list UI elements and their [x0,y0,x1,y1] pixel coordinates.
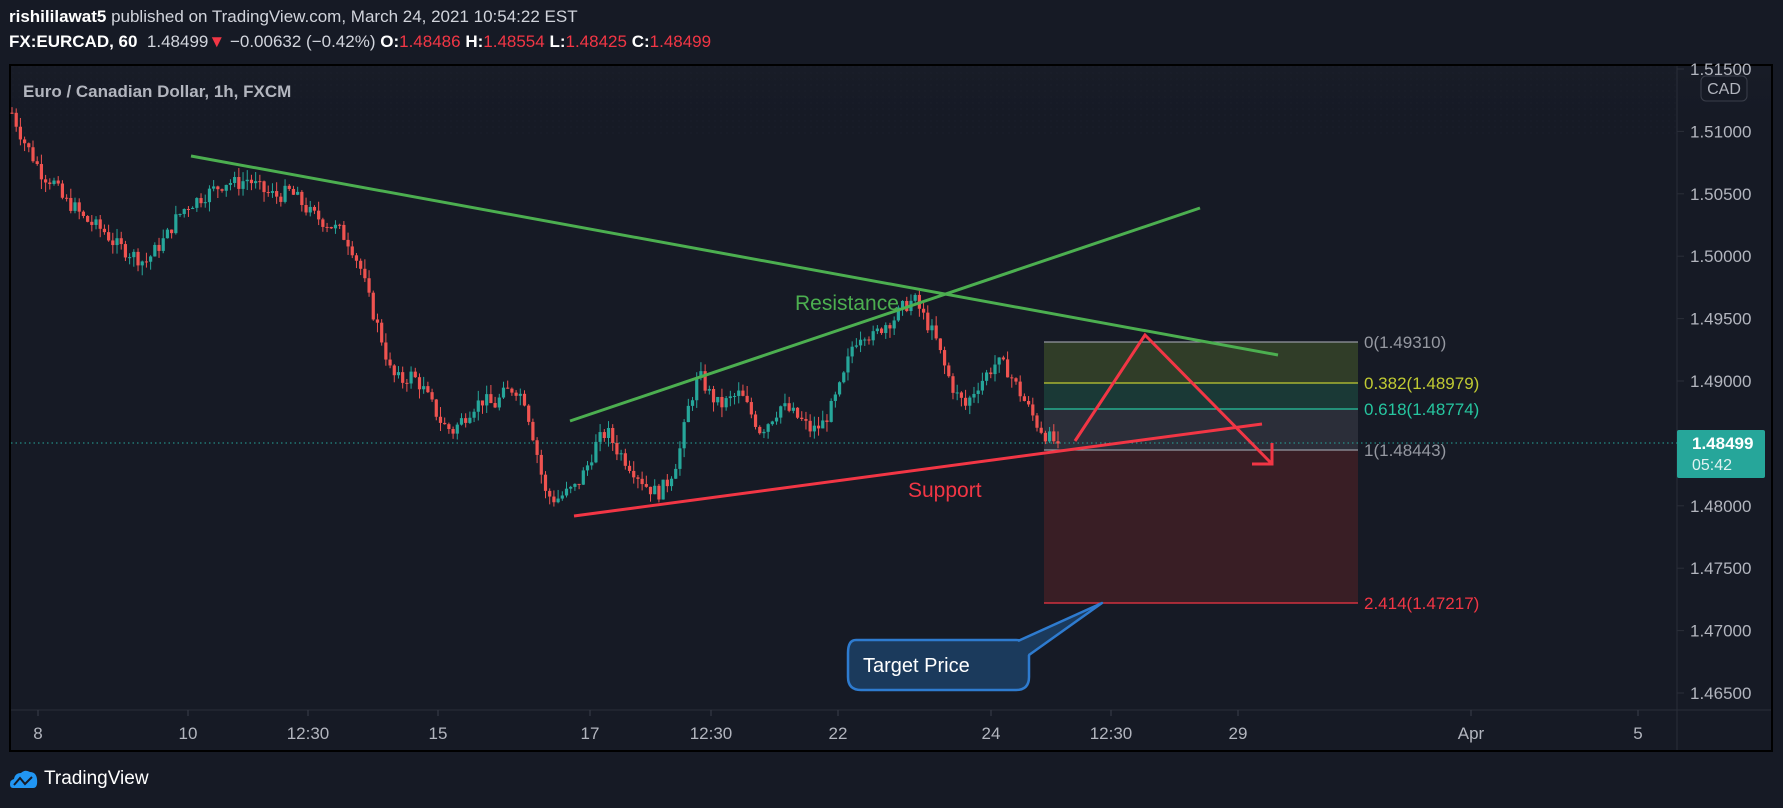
price-tick-label: 1.50500 [1690,185,1751,204]
support-trendline[interactable] [573,422,1263,518]
price-tick-label: 1.51000 [1690,122,1751,141]
support-label: Support [908,479,982,502]
time-tick-label: 15 [429,724,448,743]
currency-badge-label: CAD [1707,81,1741,98]
fibonacci-extension[interactable]: 0(1.49310) 0.382(1.48979) 0.618(1.48774) 1(… [1044,333,1479,613]
symbol-info: FX:EURCAD, 60 1.48499▼ −0.00632 (−0.42%)… [9,32,711,52]
low-label: L: [549,32,566,51]
publish-info: rishililawat5 published on TradingView.c… [9,7,578,27]
high-label: H: [465,32,484,51]
symbol-label: FX:EURCAD, 60 [9,32,138,51]
price-tick-label: 1.49500 [1690,310,1751,329]
price-tick-label: 1.47500 [1690,559,1751,578]
time-tick-label: 12:30 [287,724,330,743]
low-value: 1.48425 [565,32,627,51]
fib-level-label: 0.382(1.48979) [1364,374,1479,393]
brand-label: TradingView [44,768,149,789]
resistance-label: Resistance [795,292,899,315]
callout-text: Target Price [863,655,970,677]
price-tick-label: 1.49000 [1690,372,1751,391]
time-tick-label: 29 [1229,724,1248,743]
price-tick-label: 1.51500 [1690,60,1751,79]
author-name[interactable]: rishililawat5 [9,7,107,26]
tradingview-logo-icon [10,770,38,788]
close-value: 1.48499 [649,32,712,51]
time-tick-label: 10 [179,724,198,743]
target-price-callout[interactable]: Target Price [846,601,1104,692]
high-value: 1.48554 [483,32,545,51]
fib-level-label: 2.414(1.47217) [1364,594,1479,613]
price-axis[interactable]: 1.51500 1.51000 1.50500 1.50000 1.49500 1.490… [1677,60,1751,703]
current-price-tag: 1.48499 05:42 [1677,430,1765,478]
open-label: O: [380,32,400,51]
price-tick-label: 1.50000 [1690,247,1751,266]
projection-arrow[interactable] [1073,332,1274,466]
time-tick-label: Apr [1458,724,1485,743]
published-text: published on TradingView.com, March 24, … [111,7,578,26]
time-tick-label: 17 [581,724,600,743]
arrowhead-icon [1252,443,1274,466]
rising-trendline[interactable] [569,206,1201,423]
time-tick-label: 12:30 [1090,724,1133,743]
price-tick-label: 1.46500 [1690,684,1751,703]
last-price: 1.48499 [146,32,209,51]
time-tick-label: 5 [1633,724,1642,743]
open-value: 1.48486 [399,32,461,51]
candlestick-series[interactable] [10,107,1060,507]
tradingview-brand[interactable]: TradingView [10,768,149,790]
currency-badge[interactable] [1700,75,1748,102]
fib-level-label: 0(1.49310) [1364,333,1446,352]
time-tick-label: 24 [982,724,1001,743]
fib-level-label: 1(1.48443) [1364,441,1446,460]
time-tick-label: 8 [33,724,42,743]
resistance-trendline[interactable] [190,154,1279,357]
close-label: C: [631,32,650,51]
chart-frame[interactable] [9,64,1773,752]
svg-text:1.48499: 1.48499 [1692,434,1753,453]
price-tick-label: 1.48000 [1690,497,1751,516]
time-tick-label: 12:30 [690,724,733,743]
svg-text:05:42: 05:42 [1692,457,1732,474]
chart-title: Euro / Canadian Dollar, 1h, FXCM [23,82,291,101]
down-arrow-icon: ▼ [208,32,226,51]
fib-level-label: 0.618(1.48774) [1364,400,1479,419]
price-change: −0.00632 (−0.42%) [229,32,376,51]
time-tick-label: 22 [829,724,848,743]
price-tick-label: 1.47000 [1690,622,1751,641]
time-axis[interactable]: 8 10 12:30 15 17 12:30 22 24 12:30 29 Apr 5 [33,710,1643,743]
